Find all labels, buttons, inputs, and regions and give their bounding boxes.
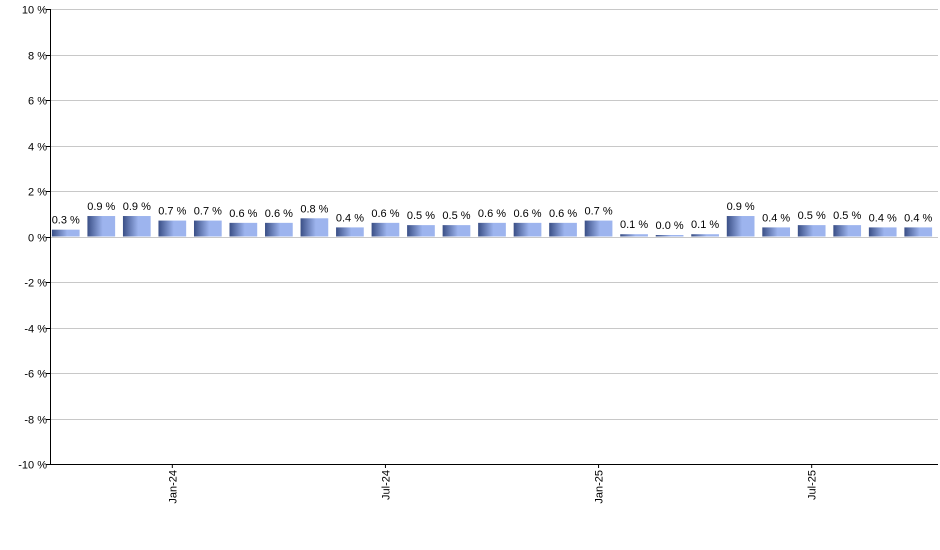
bar [229, 222, 258, 237]
bar-data-label: 0.9 % [123, 201, 151, 213]
bar-data-label: 0.6 % [478, 208, 506, 220]
gridlines [50, 9, 938, 465]
y-tick-label: -8 % [24, 415, 47, 427]
bar [87, 216, 116, 237]
y-tick-label: -4 % [24, 324, 47, 336]
bar-data-label: 0.7 % [584, 206, 612, 218]
y-tick-label: 4 % [28, 142, 47, 154]
bar [158, 220, 187, 237]
bar-data-label: 0.9 % [87, 201, 115, 213]
bar-data-label: 0.6 % [549, 208, 577, 220]
bar [691, 234, 719, 237]
bar [513, 222, 542, 237]
bar [122, 216, 151, 237]
bar-data-label: 0.4 % [336, 212, 364, 224]
axes: 10 % 8 % 6 % 4 % 2 % 0 % -2 % -4 % -6 % -8 % -10 %… [18, 5, 938, 504]
bar [300, 218, 329, 237]
bar [51, 229, 80, 237]
bar-data-label: 0.6 % [513, 208, 541, 220]
bar [371, 222, 400, 237]
y-tick-label: 10 % [22, 5, 47, 17]
data-labels: 0.3 % 0.9 % 0.9 % 0.7 % 0.7 % 0.6 % 0.6 % 0.8 %… [52, 201, 933, 232]
bar [584, 220, 613, 237]
bar-data-label: 0.3 % [52, 215, 80, 227]
bar [655, 235, 684, 237]
bar-data-label: 0.1 % [691, 219, 719, 231]
bar [620, 234, 648, 237]
x-tick-label: Jan-25 [594, 470, 606, 504]
bar [549, 222, 577, 237]
bar [762, 227, 791, 237]
bar-data-label: 0.6 % [371, 208, 399, 220]
bar [868, 227, 897, 237]
bar-data-label: 0.8 % [300, 203, 328, 215]
bar [193, 220, 222, 237]
y-tick-label: 2 % [28, 187, 47, 199]
bar-data-label: 0.4 % [904, 212, 932, 224]
bar-data-label: 0.4 % [869, 212, 897, 224]
bar [265, 222, 293, 237]
x-tick-label: Jul-24 [380, 470, 392, 500]
y-tick-label: -10 % [18, 460, 47, 472]
x-tick-label: Jul-25 [807, 470, 819, 500]
bar-data-label: 0.5 % [833, 210, 861, 222]
y-tick-label: 6 % [28, 96, 47, 108]
bar-data-label: 0.5 % [798, 210, 826, 222]
bar-data-label: 0.7 % [194, 206, 222, 218]
bar [833, 225, 862, 237]
bar-data-label: 0.5 % [407, 210, 435, 222]
y-tick-label: 8 % [28, 51, 47, 63]
bar-data-label: 0.1 % [620, 219, 648, 231]
bar [726, 216, 755, 237]
bar [478, 222, 506, 237]
bar [797, 225, 826, 237]
bar-data-label: 0.9 % [727, 201, 755, 213]
bar-data-label: 0.0 % [656, 220, 684, 232]
bar-data-label: 0.4 % [762, 212, 790, 224]
y-tick-label: 0 % [28, 233, 47, 245]
bar-data-label: 0.6 % [265, 208, 293, 220]
y-tick-label: -2 % [24, 278, 47, 290]
bar-data-label: 0.7 % [158, 206, 186, 218]
bar [904, 227, 933, 237]
bar [407, 225, 435, 237]
bar [336, 227, 364, 237]
bar [442, 225, 471, 237]
bars [51, 216, 933, 237]
y-tick-label: -6 % [24, 369, 47, 381]
x-tick-label: Jan-24 [167, 470, 179, 504]
bar-data-label: 0.5 % [442, 210, 470, 222]
bar-data-label: 0.6 % [229, 208, 257, 220]
